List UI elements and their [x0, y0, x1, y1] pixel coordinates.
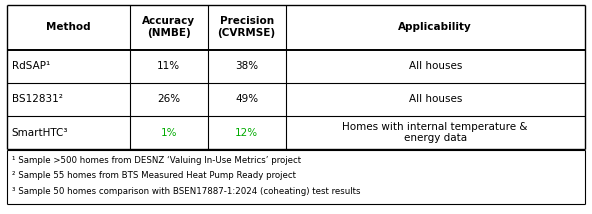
Text: Precision
(CVRMSE): Precision (CVRMSE): [217, 16, 276, 38]
Text: SmartHTC³: SmartHTC³: [12, 128, 68, 138]
Text: BS12831²: BS12831²: [12, 94, 63, 104]
Text: Method: Method: [46, 22, 91, 32]
Text: 12%: 12%: [235, 128, 258, 138]
Text: 49%: 49%: [235, 94, 258, 104]
Text: Accuracy
(NMBE): Accuracy (NMBE): [142, 16, 195, 38]
Text: All houses: All houses: [408, 61, 462, 71]
Text: Applicability: Applicability: [398, 22, 472, 32]
Text: ² Sample 55 homes from BTS Measured Heat Pump Ready project: ² Sample 55 homes from BTS Measured Heat…: [12, 171, 296, 180]
Text: ¹ Sample >500 homes from DESNZ ‘Valuing In-Use Metrics’ project: ¹ Sample >500 homes from DESNZ ‘Valuing …: [12, 156, 301, 165]
Text: 38%: 38%: [235, 61, 258, 71]
Text: ³ Sample 50 homes comparison with BSEN17887-1:2024 (coheating) test results: ³ Sample 50 homes comparison with BSEN17…: [12, 187, 361, 196]
Text: RdSAP¹: RdSAP¹: [12, 61, 50, 71]
Text: 1%: 1%: [160, 128, 177, 138]
Text: 26%: 26%: [157, 94, 180, 104]
Text: All houses: All houses: [408, 94, 462, 104]
Text: 11%: 11%: [157, 61, 180, 71]
Text: Homes with internal temperature &
energy data: Homes with internal temperature & energy…: [343, 122, 528, 143]
